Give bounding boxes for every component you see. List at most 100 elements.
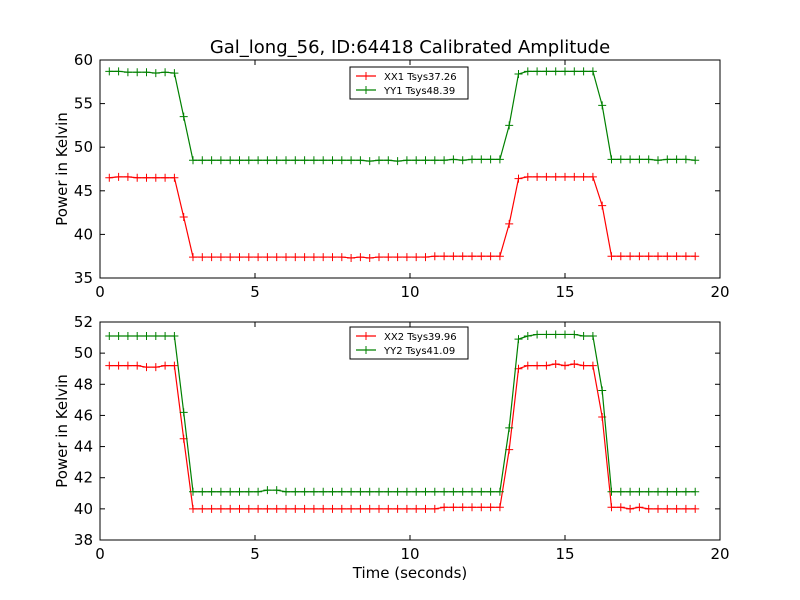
bottom-y-tick-label: 38 (74, 531, 93, 549)
top-series-1-point (412, 156, 421, 165)
top-series-1-point (588, 67, 597, 76)
top-y-tick-label: 40 (74, 225, 93, 243)
top-series-0-point (440, 252, 449, 261)
top-series-1-point (561, 67, 569, 76)
top-series-line-0 (109, 176, 696, 259)
bottom-series-1-point (626, 487, 635, 496)
bottom-series-0-point (384, 504, 393, 513)
bottom-series-0-point (282, 504, 290, 513)
bottom-series-1-point (486, 487, 495, 496)
bottom-series-0-point (402, 504, 411, 513)
top-legend-marker-0 (362, 72, 370, 80)
top-series-1-point (486, 155, 495, 164)
top-series-1-point (189, 156, 197, 165)
top-series-1-point (514, 69, 523, 78)
bottom-series-0-point (486, 503, 495, 512)
top-series-0-point (114, 172, 123, 181)
bottom-legend-marker-0 (362, 332, 370, 340)
top-series-1-point (337, 156, 346, 165)
top-series-1-point (216, 156, 225, 165)
top-series-0-point (309, 253, 318, 262)
bottom-series-1-point (691, 487, 700, 496)
top-y-axis-label: Power in Kelvin (53, 112, 71, 226)
top-series-0-point (533, 172, 542, 181)
bottom-series-1-point (533, 330, 542, 339)
top-series-0-point (542, 172, 551, 181)
top-panel: 0 5 10 15 20 35 40 45 50 55 60 Power in Kelvin XX1 T… (53, 51, 730, 301)
top-series-0-point (607, 252, 616, 261)
bottom-series-1-point (347, 487, 356, 496)
top-legend-box (349, 66, 469, 100)
top-series-0-point (254, 253, 263, 262)
top-series-1-point (477, 155, 486, 164)
bottom-y-tick-label: 46 (74, 406, 93, 424)
bottom-series-1-point (440, 487, 449, 496)
bottom-series-1-point (114, 332, 123, 341)
top-series-1-point (616, 155, 625, 164)
bottom-series-1-point (393, 487, 402, 496)
top-series-0-point (393, 253, 402, 262)
top-series-1-point (300, 156, 309, 165)
top-series-0-point (105, 173, 114, 182)
bottom-series-1-point (189, 487, 197, 496)
bottom-series-1-point (663, 487, 672, 496)
top-series-0-point (142, 173, 151, 182)
bottom-series-0-point (458, 503, 467, 512)
bottom-series-0-point (681, 504, 690, 513)
top-series-1-point (440, 156, 449, 165)
bottom-series-1-point (505, 423, 514, 432)
top-x-tick-label: 20 (710, 283, 729, 301)
bottom-series-0-point (393, 504, 402, 513)
bottom-series-0-point (133, 361, 142, 370)
bottom-series-0-point (570, 360, 579, 369)
bottom-y-tick-label: 48 (74, 375, 93, 393)
top-series-0-point (291, 253, 300, 262)
top-series-1-point (226, 156, 235, 165)
top-series-0-point (263, 253, 272, 262)
top-series-0-point (123, 172, 132, 181)
top-series-1-point (161, 68, 170, 77)
top-series-0-point (430, 252, 439, 261)
top-series-1-point (523, 67, 532, 76)
bottom-series-0-point (123, 361, 132, 370)
bottom-series-0-point (161, 361, 170, 370)
bottom-series-0-point (440, 503, 449, 512)
bottom-series-0-point (635, 503, 644, 512)
bottom-series-0-point (375, 504, 383, 513)
top-legend-label-1: YY1 Tsys48.39 (383, 86, 455, 97)
bottom-series-0-point (616, 503, 625, 512)
top-series-1-point (421, 156, 430, 165)
bottom-series-1-point (477, 487, 486, 496)
bottom-series-0-point (347, 504, 356, 513)
top-series-0-point (272, 253, 281, 262)
bottom-series-1-point (105, 332, 114, 341)
bottom-series-1-point (681, 487, 690, 496)
bottom-series-0-point (319, 504, 328, 513)
bottom-series-1-point (672, 487, 681, 496)
top-series-1-point (375, 156, 383, 165)
top-series-0-point (672, 252, 681, 261)
bottom-x-axis-label: Time (seconds) (352, 564, 468, 582)
bottom-series-1-point (123, 332, 132, 341)
top-series-1-point (235, 156, 244, 165)
bottom-series-1-point (309, 487, 318, 496)
bottom-series-1-point (179, 408, 188, 417)
bottom-series-1-point (272, 486, 281, 495)
top-series-1-point (691, 156, 700, 165)
figure-title: Gal_long_56, ID:64418 Calibrated Amplitu… (210, 37, 610, 58)
bottom-series-1-point (495, 487, 504, 496)
top-series-1-point (598, 101, 607, 110)
top-series-0-point (477, 252, 486, 261)
bottom-series-0-point (579, 361, 588, 370)
bottom-series-1-point (226, 487, 235, 496)
top-series-1-point (291, 156, 300, 165)
bottom-series-1-point (142, 332, 151, 341)
top-series-0-point (691, 252, 700, 261)
top-series-1-point (105, 67, 114, 76)
top-series-1-point (458, 156, 467, 165)
top-series-0-point (626, 252, 635, 261)
bottom-series-0-point (170, 361, 179, 370)
top-series-1-point (672, 155, 681, 164)
top-series-0-point (468, 252, 476, 261)
